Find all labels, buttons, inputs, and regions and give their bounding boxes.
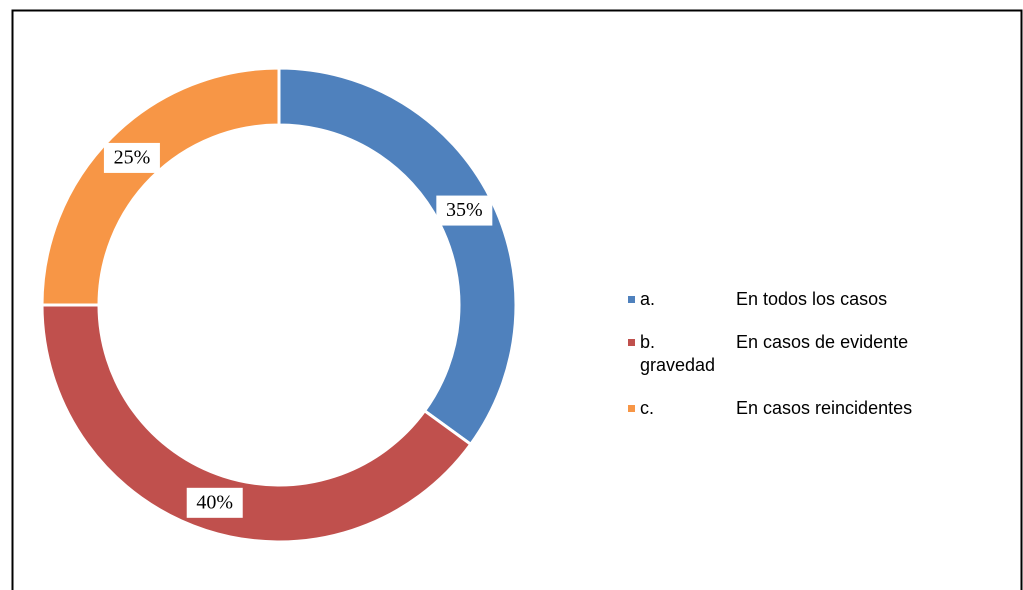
legend-item: c. En casos reincidentes xyxy=(628,397,988,420)
value-label: 35% xyxy=(446,199,483,221)
label-box xyxy=(186,487,243,518)
value-label: 25% xyxy=(114,147,151,169)
label-box xyxy=(103,142,160,173)
legend-label: b. En casos de evidente gravedad xyxy=(640,332,914,375)
legend-swatch xyxy=(628,339,635,346)
donut-slice xyxy=(277,66,518,447)
legend-swatch xyxy=(628,405,635,412)
legend-label: a. En todos los casos xyxy=(640,289,888,309)
legend-item: a. En todos los casos xyxy=(628,288,988,311)
legend-label: c. En casos reincidentes xyxy=(640,398,913,418)
legend: a. En todos los casos b. En casos de evid… xyxy=(628,288,988,440)
value-label: 40% xyxy=(196,491,233,513)
donut-slice xyxy=(40,66,281,307)
donut-slice xyxy=(40,303,473,544)
frame xyxy=(11,9,1023,590)
label-box xyxy=(436,195,493,226)
legend-swatch xyxy=(628,296,635,303)
legend-item: b. En casos de evidente gravedad xyxy=(628,331,988,377)
